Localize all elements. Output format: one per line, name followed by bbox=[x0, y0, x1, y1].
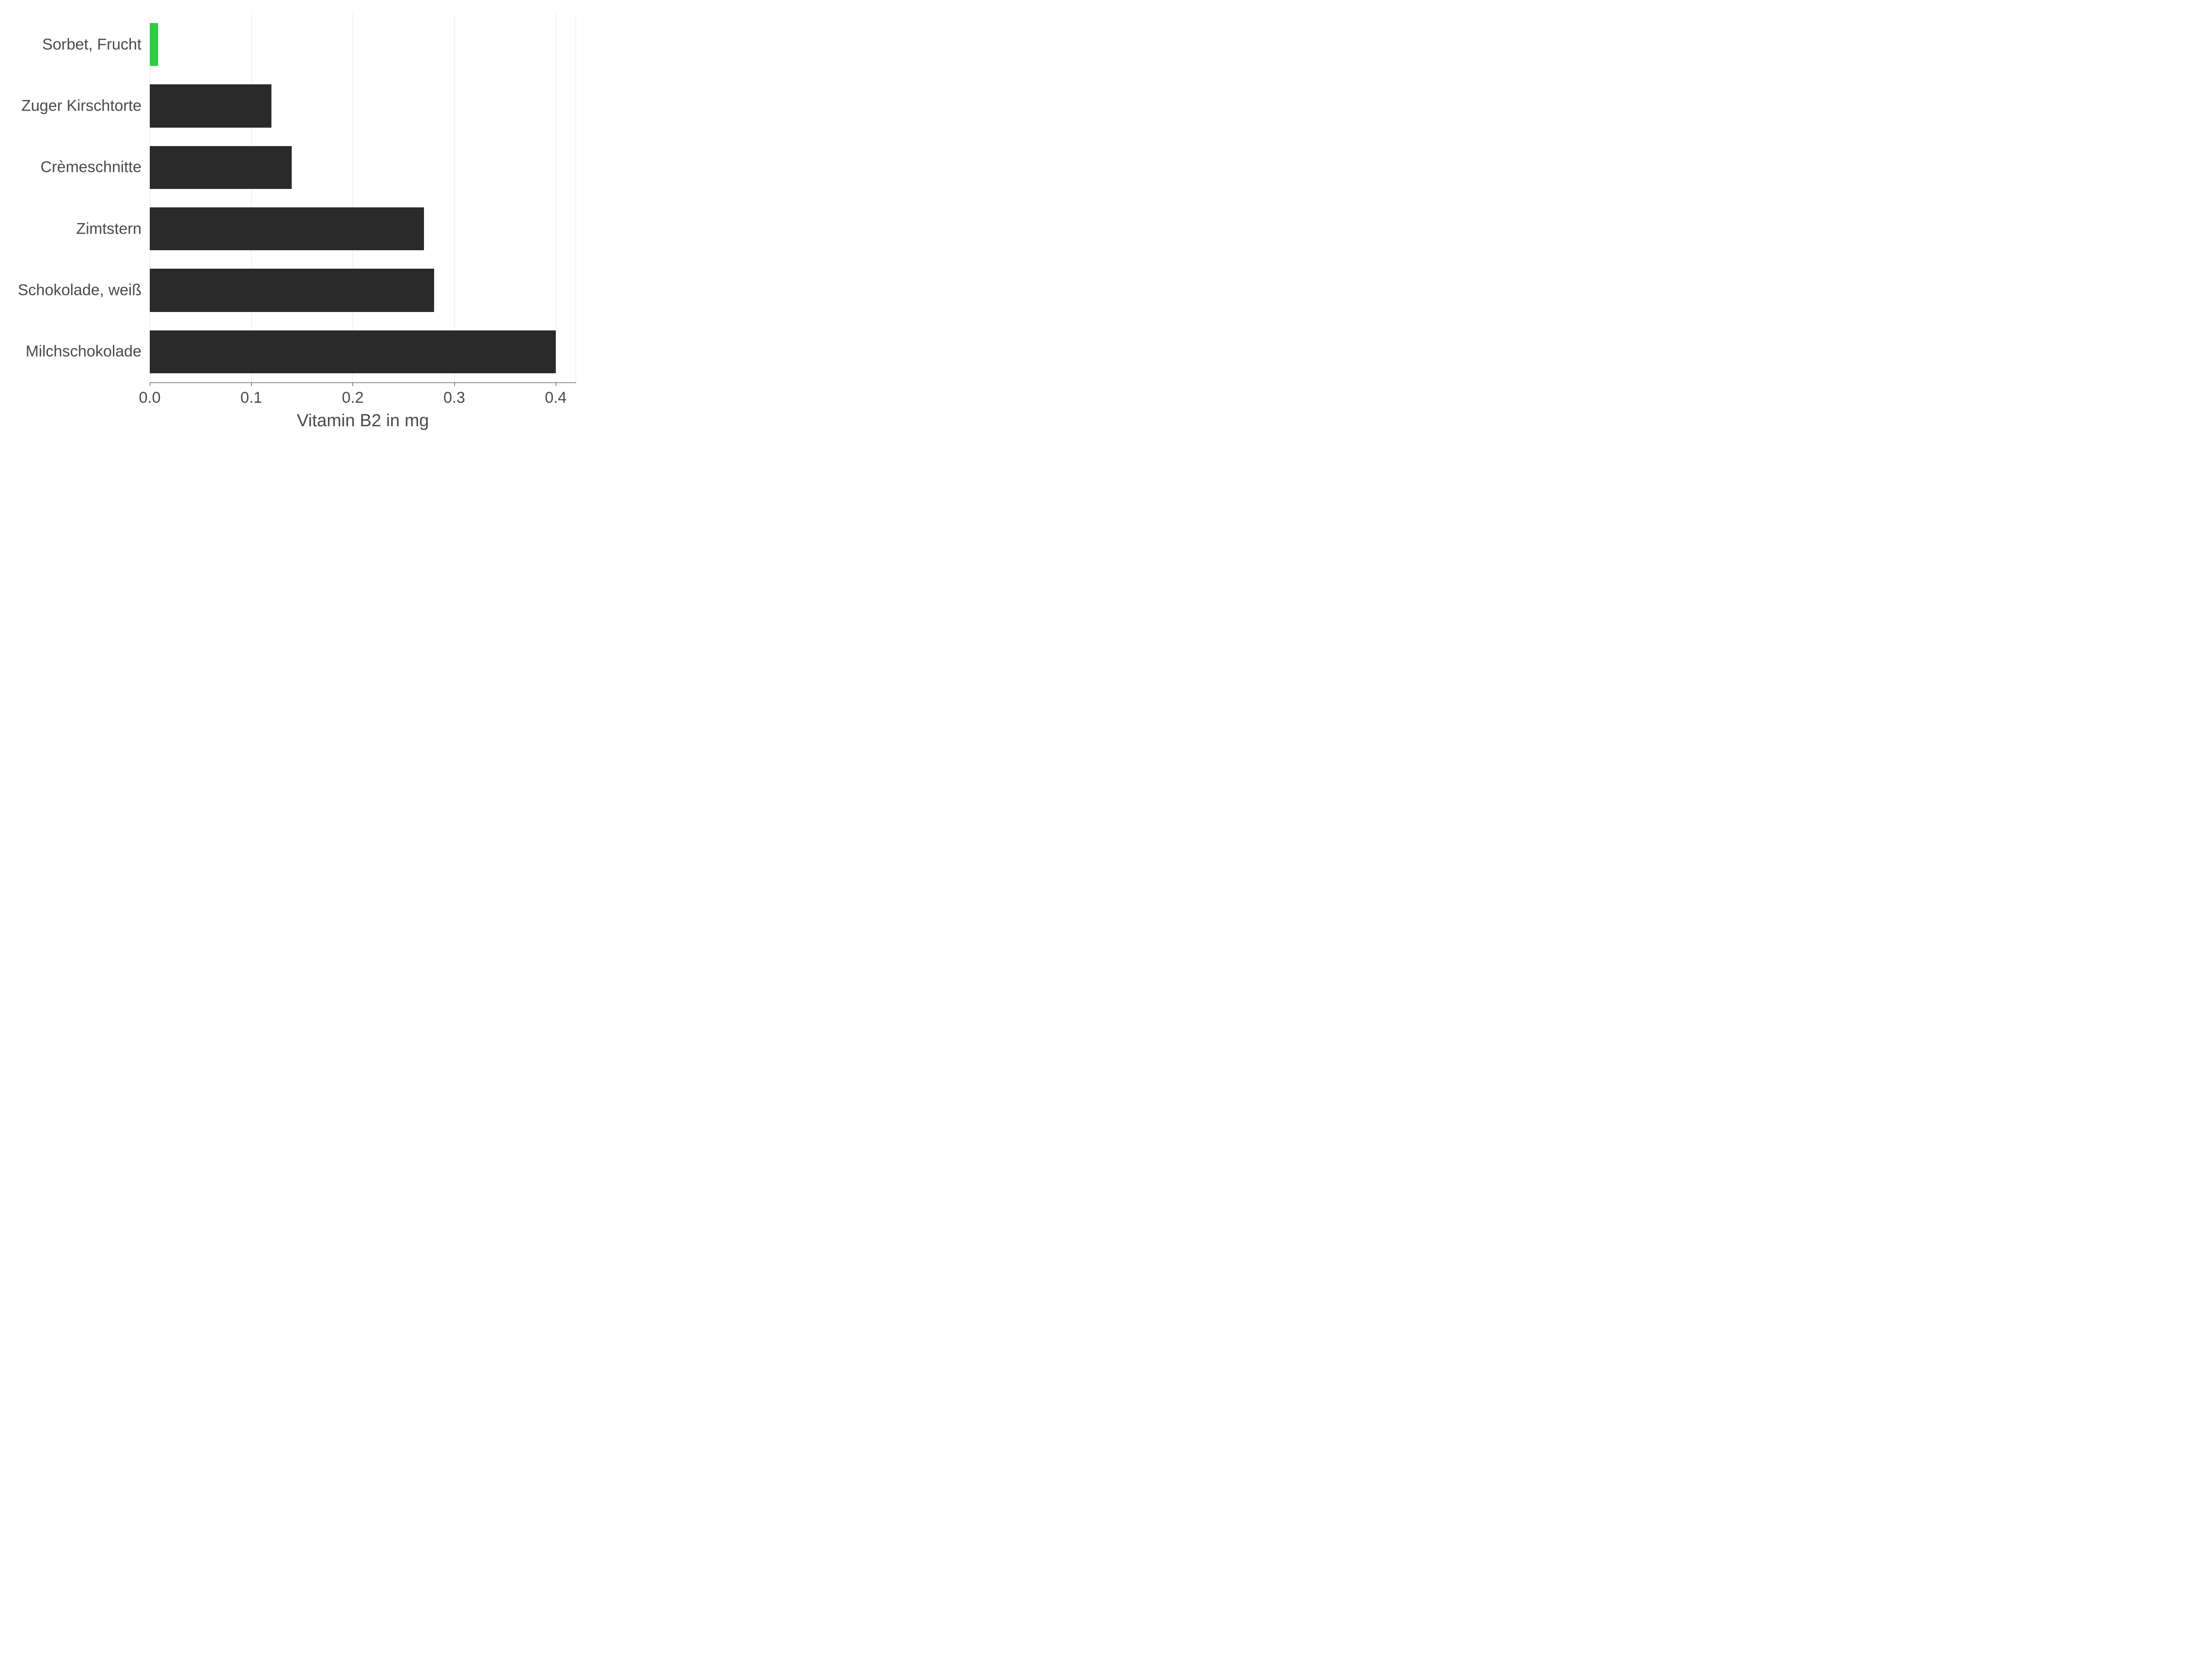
y-tick-label: Zimtstern bbox=[76, 220, 141, 238]
y-tick-label: Crèmeschnitte bbox=[41, 159, 141, 176]
gridline bbox=[454, 14, 455, 382]
bar bbox=[150, 23, 158, 66]
plot-area bbox=[150, 14, 576, 382]
gridline bbox=[251, 14, 252, 382]
x-axis-label: Vitamin B2 in mg bbox=[297, 411, 429, 431]
x-tick-label: 0.2 bbox=[342, 389, 364, 407]
x-tickmark bbox=[454, 382, 455, 386]
chart-container: Sorbet, Frucht Zuger Kirschtorte Crèmeschn… bbox=[0, 0, 590, 442]
x-tick-label: 0.4 bbox=[545, 389, 566, 407]
bar bbox=[150, 207, 424, 250]
bar bbox=[150, 269, 434, 312]
x-tick-label: 0.3 bbox=[443, 389, 465, 407]
bar bbox=[150, 84, 271, 127]
x-tick-label: 0.1 bbox=[241, 389, 262, 407]
y-tick-label: Sorbet, Frucht bbox=[42, 35, 141, 53]
y-tick-label: Schokolade, weiß bbox=[18, 282, 141, 300]
x-tick-label: 0.0 bbox=[139, 389, 160, 407]
x-tickmark bbox=[251, 382, 252, 386]
bar bbox=[150, 146, 292, 189]
y-tick-label: Zuger Kirschtorte bbox=[21, 97, 141, 115]
x-axis-line bbox=[150, 382, 576, 383]
y-tick-label: Milchschokolade bbox=[26, 343, 141, 361]
bar bbox=[150, 330, 556, 373]
